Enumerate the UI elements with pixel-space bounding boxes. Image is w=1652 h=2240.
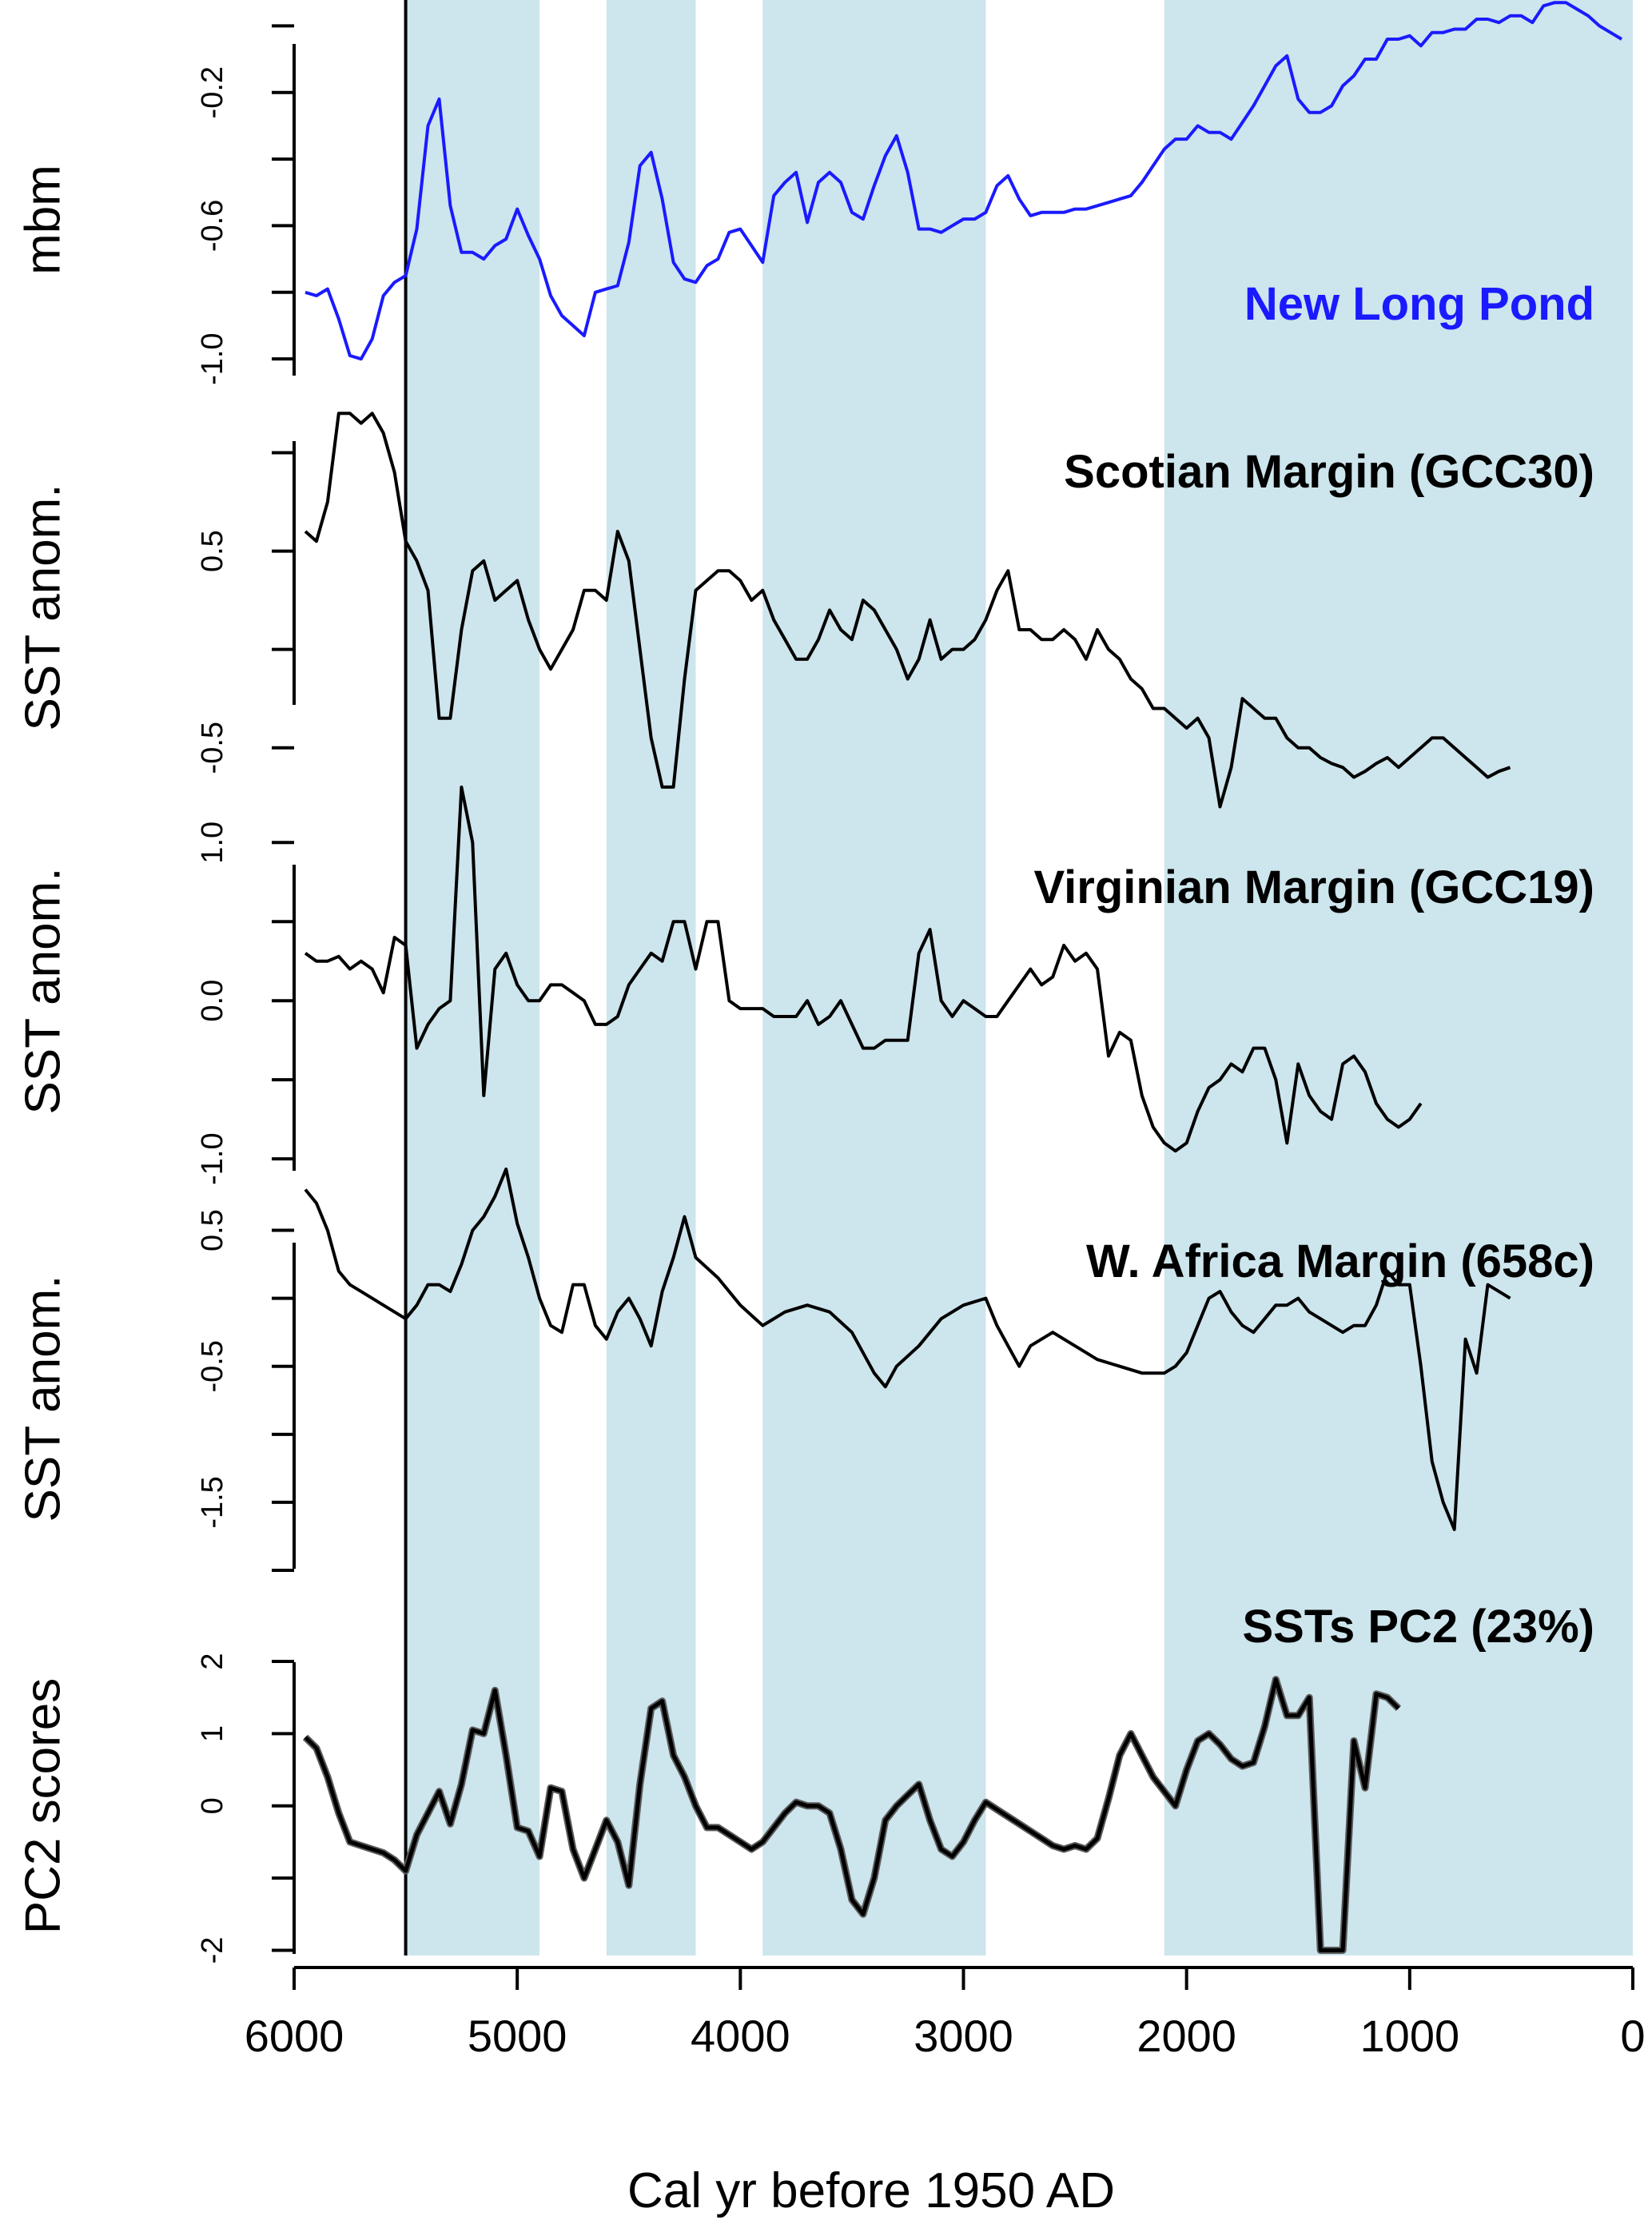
gcc19-y-axis-label: SST anom. (15, 867, 70, 1114)
x-axis-label: Cal yr before 1950 AD (627, 2163, 1115, 2218)
gcc30-series-line (304, 412, 1511, 809)
gcc30-y-tick-label: 0.5 (196, 530, 229, 572)
x-tick-label: 3000 (914, 2011, 1013, 2061)
pc2-series-line (304, 1677, 1400, 1952)
gcc30-y-tick-label: -0.5 (196, 722, 229, 774)
nlp-y-tick-label: -0.2 (196, 66, 229, 118)
pc2-y-tick-label: -2 (196, 1937, 229, 1964)
x-tick-label: 5000 (468, 2011, 567, 2061)
658c-series-line (304, 1168, 1511, 1531)
nlp-y-axis-label: mbm (15, 165, 70, 275)
shaded-interval-4 (1164, 0, 1633, 1956)
x-tick-label: 2000 (1136, 2011, 1236, 2061)
gcc19-panel-title: Virginian Margin (GCC19) (1034, 861, 1594, 913)
x-tick-label: 1000 (1360, 2011, 1460, 2061)
x-tick-label: 6000 (245, 2011, 344, 2061)
x-tick-label: 4000 (691, 2011, 790, 2061)
658c-y-tick-label: -1.5 (196, 1476, 229, 1528)
shaded-interval-1 (405, 0, 540, 1956)
gcc19-y-tick-label: -1.0 (196, 1132, 229, 1184)
658c-y-tick-label: -0.5 (196, 1340, 229, 1392)
nlp-y-tick-label: -0.6 (196, 200, 229, 252)
pc2-y-axis-label: PC2 scores (15, 1678, 70, 1934)
pc2-y-tick-label: 2 (196, 1653, 229, 1669)
nlp-panel-title: New Long Pond (1244, 278, 1594, 330)
658c-panel-title: W. Africa Margin (658c) (1086, 1235, 1594, 1287)
shaded-interval-2 (606, 0, 696, 1956)
labels: 6000 5000 4000 3000 2000 1000 0 -0.2 -0.6 -1.0 mbm… (15, 66, 1645, 2061)
pc2-y-tick-label: 1 (196, 1725, 229, 1742)
x-tick-label: 0 (1620, 2011, 1645, 2061)
gcc30-panel-title: Scotian Margin (GCC30) (1064, 446, 1594, 498)
658c-y-axis-label: SST anom. (15, 1275, 70, 1522)
658c-y-tick-label: 0.5 (196, 1209, 229, 1251)
gcc19-series-line (304, 786, 1423, 1153)
series (302, 1, 1623, 1954)
gcc19-y-tick-label: 1.0 (196, 822, 229, 864)
axes (272, 0, 1634, 1990)
pc2-panel-title: SSTs PC2 (23%) (1242, 1601, 1594, 1653)
gcc19-y-tick-label: 0.0 (196, 980, 229, 1022)
pc2-y-tick-label: 0 (196, 1797, 229, 1814)
nlp-y-tick-label: -1.0 (196, 332, 229, 384)
gcc30-y-axis-label: SST anom. (15, 483, 70, 730)
nlp-series-line (305, 1, 1623, 361)
shaded-interval-3 (762, 0, 986, 1956)
shaded-intervals (405, 0, 1633, 1956)
